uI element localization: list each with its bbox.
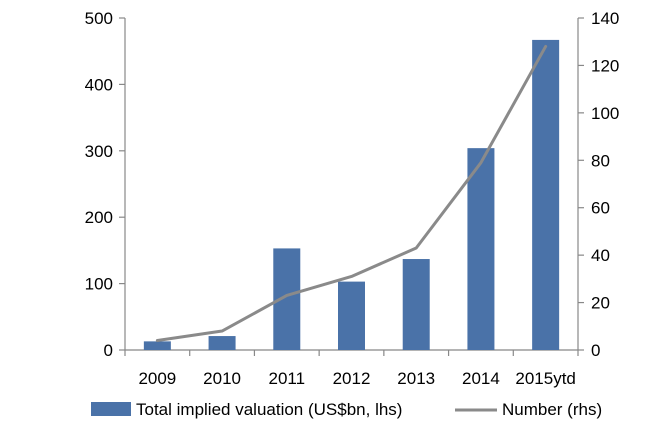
y-tick-label-right: 100 bbox=[591, 104, 619, 123]
y-tick-label-right: 0 bbox=[591, 341, 600, 360]
x-tick-label: 2013 bbox=[397, 369, 435, 388]
x-axis: 2009 2010 2011 2012 2013 2014 2015ytd bbox=[125, 350, 578, 388]
bar bbox=[338, 282, 365, 350]
y-tick-label-right: 120 bbox=[591, 56, 619, 75]
bar-series bbox=[144, 40, 559, 350]
x-tick-label: 2009 bbox=[138, 369, 176, 388]
legend: Total implied valuation (US$bn, lhs) Numb… bbox=[91, 400, 602, 419]
bar bbox=[532, 40, 559, 350]
y-tick-label-right: 20 bbox=[591, 294, 610, 313]
y-tick-label-right: 140 bbox=[591, 9, 619, 28]
y-tick-label-left: 0 bbox=[104, 341, 113, 360]
y-axis-right: 0 20 40 60 80 100 120 140 bbox=[578, 9, 619, 360]
bar bbox=[467, 148, 494, 350]
legend-label-bar: Total implied valuation (US$bn, lhs) bbox=[136, 400, 402, 419]
y-axis-left: 0 100 200 300 400 500 bbox=[85, 9, 125, 360]
x-tick-label: 2012 bbox=[333, 369, 371, 388]
y-tick-label-left: 100 bbox=[85, 275, 113, 294]
bar bbox=[144, 341, 171, 350]
y-tick-label-left: 400 bbox=[85, 75, 113, 94]
x-tick-label: 2011 bbox=[269, 369, 306, 388]
y-tick-label-right: 40 bbox=[591, 246, 610, 265]
y-tick-label-left: 300 bbox=[85, 142, 113, 161]
y-tick-label-left: 200 bbox=[85, 208, 113, 227]
x-tick-label: 2010 bbox=[203, 369, 241, 388]
legend-swatch-bar bbox=[91, 402, 131, 416]
bar bbox=[403, 259, 430, 350]
x-tick-label: 2015ytd bbox=[515, 369, 576, 388]
x-tick-label: 2014 bbox=[462, 369, 500, 388]
y-tick-label-right: 80 bbox=[591, 151, 610, 170]
legend-label-line: Number (rhs) bbox=[502, 400, 602, 419]
y-tick-label-left: 500 bbox=[85, 9, 113, 28]
y-tick-label-right: 60 bbox=[591, 199, 610, 218]
bar bbox=[209, 336, 236, 350]
